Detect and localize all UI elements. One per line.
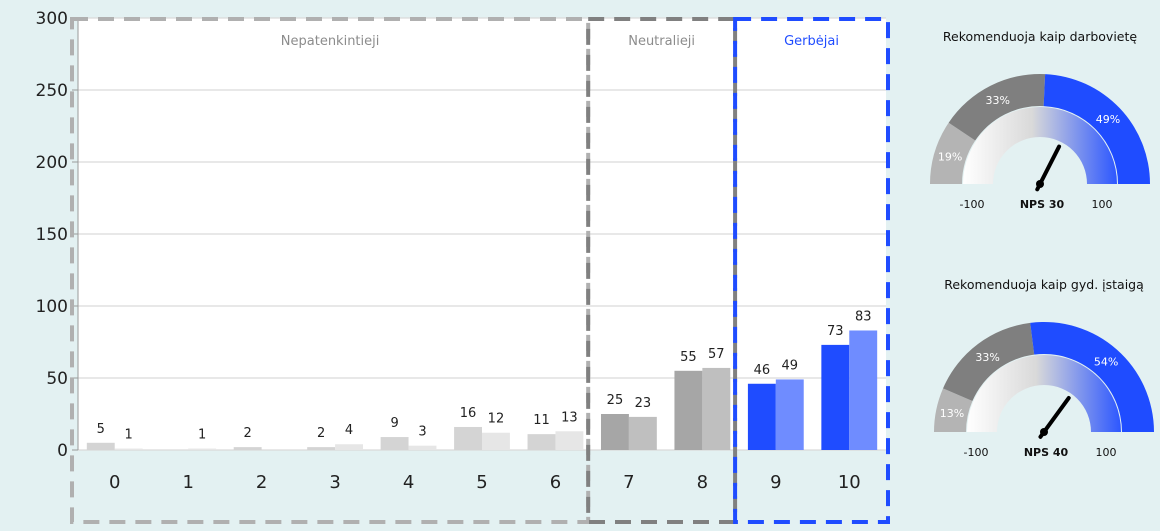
bars [86, 330, 878, 450]
data-label: 11 [533, 413, 550, 428]
bar-7-series-2 [628, 416, 657, 450]
y-tick-label: 200 [36, 153, 68, 173]
gauge-title: Rekomenduoja kaip gyd. įstaigą [944, 277, 1144, 292]
gauge-segment [948, 73, 1046, 141]
bar-9-series-2 [775, 379, 804, 450]
data-label: 83 [855, 309, 872, 324]
data-label: 13 [561, 410, 578, 425]
gauge-workplace: Rekomenduoja kaip darbovietę 19% 33% 49% -10… [930, 29, 1150, 211]
x-tick-label: 6 [550, 472, 561, 493]
bar-0-series-1 [86, 442, 115, 450]
bar-2-series-1 [233, 447, 262, 450]
data-label: 4 [345, 423, 353, 438]
bar-0-series-2 [114, 448, 143, 450]
gauge-segment-label: 54% [1094, 355, 1118, 368]
group-label: Nepatenkintieji [281, 34, 380, 49]
bar-3-series-2 [335, 444, 364, 450]
data-label: 2 [317, 426, 325, 441]
x-tick-label: 7 [623, 472, 634, 493]
x-tick-label: 2 [256, 472, 267, 493]
gauge-segment [943, 322, 1035, 402]
bar-1-series-2 [188, 448, 217, 450]
x-tick-label: 5 [476, 472, 487, 493]
data-label: 3 [418, 425, 426, 440]
data-label: 9 [390, 416, 398, 431]
gauge-max-label: 100 [1096, 446, 1117, 459]
data-label: 5 [97, 422, 105, 437]
data-label: 2 [244, 426, 252, 441]
bar-9-series-1 [747, 383, 776, 450]
group-label: Neutralieji [628, 34, 695, 49]
y-tick-label: 100 [36, 297, 68, 317]
gauge-segment-label: 13% [940, 407, 964, 420]
data-label: 25 [607, 393, 624, 408]
gauge-inner-arc [967, 355, 1121, 432]
data-label: 1 [125, 428, 133, 443]
y-tick-label: 50 [46, 369, 68, 389]
gauge-segment-label: 33% [985, 94, 1009, 107]
x-tick-label: 0 [109, 472, 120, 493]
group-box-2 [586, 17, 738, 524]
bar-8-series-2 [702, 367, 731, 450]
y-tick-label: 150 [36, 225, 68, 245]
gauge-segment-label: 49% [1096, 113, 1120, 126]
bar-10-series-1 [821, 344, 850, 450]
y-axis: 0 50 100 150 200 250 300 [36, 9, 79, 461]
gauge-needle-hub [1036, 180, 1044, 188]
x-axis: 0 1 2 3 4 5 6 7 8 9 10 [109, 472, 861, 493]
group-label: Gerbėjai [784, 34, 839, 49]
bar-4-series-1 [380, 437, 409, 450]
y-tick-label: 250 [36, 81, 68, 101]
bar-5-series-2 [482, 432, 510, 450]
x-tick-label: 8 [697, 472, 708, 493]
gauge-min-label: -100 [964, 446, 989, 459]
gauge-segment [1043, 74, 1150, 184]
data-label: 57 [708, 347, 725, 362]
bar-5-series-1 [454, 426, 482, 450]
x-tick-label: 4 [403, 472, 414, 493]
data-label: 73 [827, 324, 844, 339]
data-label: 12 [488, 412, 505, 427]
data-label: 55 [680, 350, 697, 365]
gauge-nps-label: NPS 40 [1024, 446, 1069, 459]
y-tick-label: 300 [36, 9, 68, 29]
y-tick-label: 0 [57, 441, 68, 461]
bar-7-series-1 [600, 414, 629, 450]
x-tick-label: 3 [329, 472, 340, 493]
gauge-segment [934, 388, 973, 432]
bar-8-series-1 [674, 370, 703, 450]
x-tick-label: 9 [770, 472, 781, 493]
gauge-segment-label: 19% [938, 151, 962, 164]
group-boxes: Nepatenkintieji Neutralieji Gerbėjai [70, 17, 890, 524]
data-label: 23 [635, 396, 652, 411]
gauge-inner-arc [963, 107, 1117, 184]
gauge-segment [930, 122, 976, 184]
group-box-3 [733, 17, 890, 524]
gauge-segment [1030, 322, 1154, 432]
bar-4-series-2 [408, 445, 437, 450]
gauge-needle-hub [1040, 428, 1048, 436]
bar-10-series-2 [849, 330, 878, 450]
x-tick-label: 10 [838, 472, 861, 493]
gauge-healthcare: Rekomenduoja kaip gyd. įstaigą 13% 33% 54% -… [934, 277, 1154, 459]
gauge-segment-label: 33% [975, 351, 999, 364]
gauge-nps-label: NPS 30 [1020, 198, 1065, 211]
x-tick-label: 1 [182, 472, 193, 493]
bar-3-series-1 [307, 447, 336, 450]
data-label: 49 [782, 358, 799, 373]
gauge-min-label: -100 [960, 198, 985, 211]
data-label: 46 [754, 363, 771, 378]
data-label: 1 [198, 428, 206, 443]
bar-6-series-2 [555, 431, 584, 450]
data-label: 16 [460, 406, 477, 421]
gauge-title: Rekomenduoja kaip darbovietę [943, 29, 1137, 44]
gauge-max-label: 100 [1092, 198, 1113, 211]
bar-6-series-1 [527, 434, 556, 450]
